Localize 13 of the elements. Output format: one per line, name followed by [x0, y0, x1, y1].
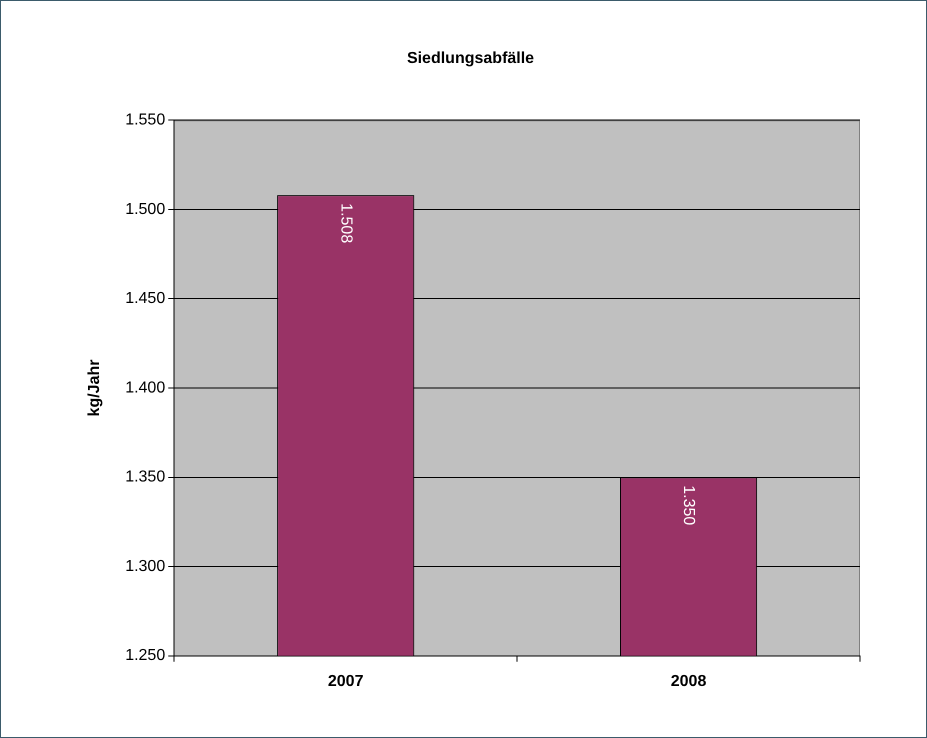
x-tick-label: 2008	[670, 672, 706, 690]
x-tick-label: 2007	[328, 672, 364, 690]
y-tick-label: 1.550	[125, 112, 166, 129]
chart-title: Siedlungsabfälle	[406, 50, 534, 68]
y-tick-label: 1.300	[125, 558, 166, 575]
data-label: 1.350	[680, 485, 698, 526]
y-axis-title: kg/Jahr	[86, 360, 104, 416]
y-tick-label: 1.500	[125, 200, 166, 218]
y-tick-label: 1.400	[125, 379, 166, 396]
y-tick-label: 1.250	[125, 647, 166, 664]
data-label: 1.508	[337, 203, 354, 244]
y-tick-label: 1.350	[125, 468, 166, 486]
y-tick-label: 1.450	[125, 290, 166, 308]
